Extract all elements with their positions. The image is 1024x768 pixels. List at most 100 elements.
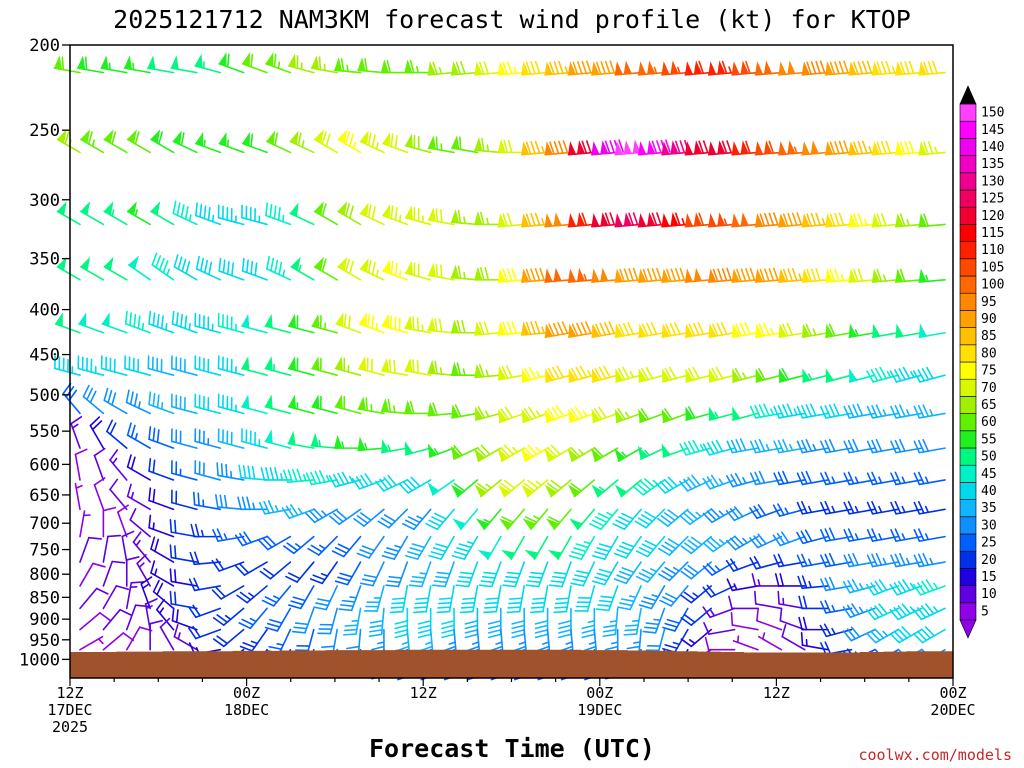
wind-barb [404, 315, 432, 334]
wind-barb [889, 579, 923, 596]
wind-barb [702, 508, 736, 524]
x-tick-label: 17DEC [47, 701, 92, 719]
wind-barb [801, 323, 829, 339]
x-tick-label: 2025 [52, 718, 88, 736]
colorbar-label: 95 [981, 295, 997, 310]
wind-barb [751, 573, 783, 587]
colorbar-label: 5 [981, 604, 989, 619]
wind-barb [613, 535, 642, 559]
wind-barb [702, 606, 736, 619]
wind-barb [848, 268, 876, 283]
wind-barb [581, 607, 596, 639]
wind-barb [150, 536, 175, 563]
colorbar-swatch [959, 189, 977, 208]
wind-barb [239, 628, 268, 652]
wind-barb [529, 585, 549, 614]
colorbar-swatch [959, 138, 977, 156]
wind-barb [357, 436, 385, 452]
wind-barb [56, 201, 81, 226]
wind-barb [338, 585, 362, 612]
wind-barb [661, 212, 689, 228]
wind-barb [591, 479, 619, 498]
wind-barb [441, 607, 455, 639]
wind-barb [637, 267, 666, 283]
wind-barb [266, 628, 292, 654]
wind-barb [328, 471, 362, 488]
wind-barb [801, 60, 830, 76]
wind-barb [889, 626, 923, 644]
wind-barb [241, 257, 268, 281]
wind-barb [128, 255, 151, 281]
wind-barb [684, 322, 713, 339]
colorbar-label: 50 [981, 450, 997, 465]
wind-barb [380, 398, 409, 415]
x-tick-label: 12Z [56, 684, 83, 702]
colorbar-swatch [959, 224, 977, 242]
wind-barb [125, 556, 140, 587]
wind-barb [215, 494, 245, 511]
y-tick-label: 550 [29, 422, 60, 442]
wind-barb [188, 604, 222, 619]
wind-barb [511, 607, 525, 639]
wind-barb [126, 422, 151, 449]
wind-barb [731, 322, 759, 339]
wind-barb [102, 585, 130, 610]
wind-barb [913, 626, 946, 644]
wind-barb [311, 394, 338, 415]
wind-barb [311, 313, 338, 334]
wind-barb [497, 61, 525, 76]
wind-barb [483, 585, 502, 614]
wind-barb [545, 365, 572, 383]
y-tick-label: 700 [29, 514, 60, 534]
wind-barb [258, 500, 292, 515]
wind-barb [79, 536, 102, 563]
wind-barb [754, 140, 783, 156]
wind-barb [913, 366, 946, 383]
wind-barb [425, 508, 455, 531]
wind-barb [283, 535, 315, 555]
wind-barb [544, 267, 572, 283]
wind-barb [329, 508, 362, 526]
wind-barb [474, 266, 502, 281]
colorbar-swatch [959, 275, 977, 294]
x-axis-title: Forecast Time (UTC) [369, 734, 655, 763]
wind-barb [76, 55, 105, 74]
wind-barb [82, 384, 105, 415]
wind-barb [474, 61, 502, 76]
wind-barb [62, 382, 81, 415]
wind-barb [109, 478, 128, 511]
wind-barb [477, 535, 502, 560]
wind-barb [382, 259, 409, 281]
wind-barb [129, 507, 151, 538]
wind-barb [170, 489, 198, 511]
colorbar-label: 60 [981, 415, 997, 430]
wind-barb [380, 358, 409, 376]
colorbar-swatch [959, 464, 977, 483]
colorbar-label: 90 [981, 312, 997, 327]
wind-barb [680, 535, 713, 555]
wind-barb [499, 508, 525, 531]
wind-barb [194, 53, 222, 74]
wind-barb [661, 322, 689, 339]
wind-barb [428, 535, 455, 560]
wind-barb [103, 256, 128, 281]
wind-barb [638, 322, 666, 339]
wind-barb [54, 355, 81, 376]
wind-barb [375, 474, 409, 492]
wind-barb [623, 607, 642, 636]
wind-barb [731, 267, 759, 283]
wind-barb [918, 60, 946, 76]
wind-barb [819, 623, 853, 638]
wind-barb [287, 430, 315, 449]
wind-barb [569, 508, 596, 531]
wind-barb [544, 212, 572, 228]
wind-barb [195, 202, 222, 226]
wind-barb [614, 447, 642, 462]
wind-barb [170, 428, 198, 449]
wind-barb [77, 355, 105, 376]
wind-barb [591, 406, 619, 424]
wind-barb [824, 268, 853, 283]
wind-barb [404, 133, 432, 154]
wind-barb [726, 578, 759, 592]
wind-barb [56, 129, 81, 154]
